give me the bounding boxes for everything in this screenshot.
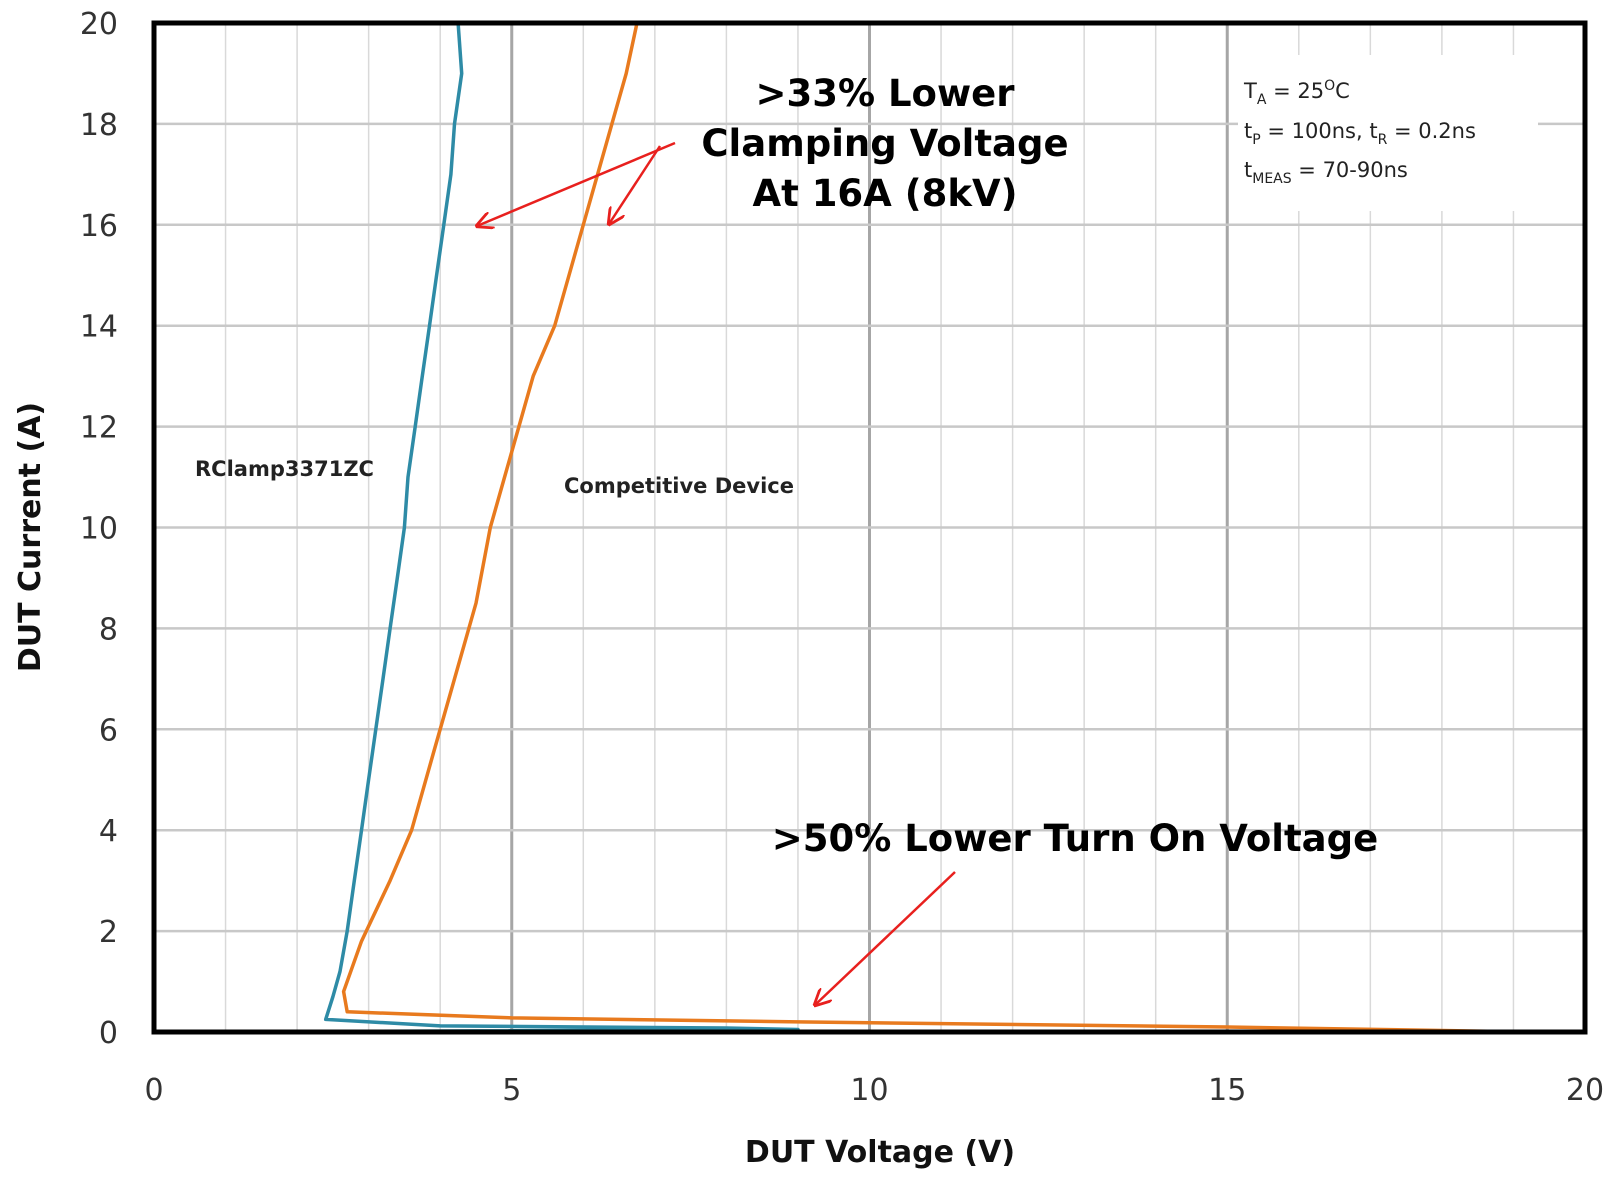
conditions-line2: tP = 100ns, tR = 0.2ns	[1244, 119, 1476, 148]
y-tick-label: 12	[80, 411, 118, 446]
y-tick-label: 18	[80, 108, 118, 143]
conditions-line1: TA = 25OC	[1243, 78, 1350, 108]
annotation-clamp-line1: >33% Lower	[756, 72, 1016, 115]
plot-frame	[151, 20, 1588, 1035]
x-tick-label: 0	[144, 1073, 163, 1108]
major-gridlines	[154, 23, 1585, 1032]
conditions-box	[1238, 55, 1538, 211]
series-line-rclamp3371zc	[216, 21, 800, 1034]
annotation-arrow-rclamp	[477, 141, 676, 226]
annotation-clamp-line2: Clamping Voltage	[701, 122, 1068, 165]
annotation-arrow-competitive	[609, 145, 662, 224]
y-tick-label: 14	[80, 310, 118, 345]
y-tick-label: 20	[80, 7, 118, 42]
series-line-competitive-device	[341, 21, 1537, 1034]
x-tick-label: 10	[850, 1073, 888, 1108]
series-label-rclamp: RClamp3371ZC	[195, 457, 374, 481]
series-label-competitive: Competitive Device	[564, 474, 794, 498]
x-tick-label: 20	[1566, 1073, 1604, 1108]
annotation-clamp-line3: At 16A (8kV)	[752, 172, 1017, 215]
x-tick-label: 5	[502, 1073, 521, 1108]
annotation-turnon: >50% Lower Turn On Voltage	[772, 817, 1378, 860]
y-axis-title: DUT Current (A)	[13, 402, 48, 672]
y-tick-label: 8	[99, 612, 118, 647]
x-tick-label: 15	[1208, 1073, 1246, 1108]
series-layer	[216, 21, 1537, 1034]
y-tick-label: 16	[80, 209, 118, 244]
x-axis-title: DUT Voltage (V)	[745, 1135, 1015, 1170]
y-tick-label: 0	[99, 1016, 118, 1051]
y-tick-label: 4	[99, 814, 118, 849]
y-tick-label: 6	[99, 713, 118, 748]
y-tick-label: 2	[99, 915, 118, 950]
y-tick-label: 10	[80, 512, 118, 547]
annotation-arrow-turnon	[815, 871, 956, 1005]
y-tick-labels: 0 2 4 6 8 10 12 14 16 18 20	[80, 7, 118, 1051]
conditions-line3: tMEAS = 70-90ns	[1244, 158, 1408, 187]
x-tick-labels: 0 5 10 15 20	[144, 1073, 1604, 1108]
